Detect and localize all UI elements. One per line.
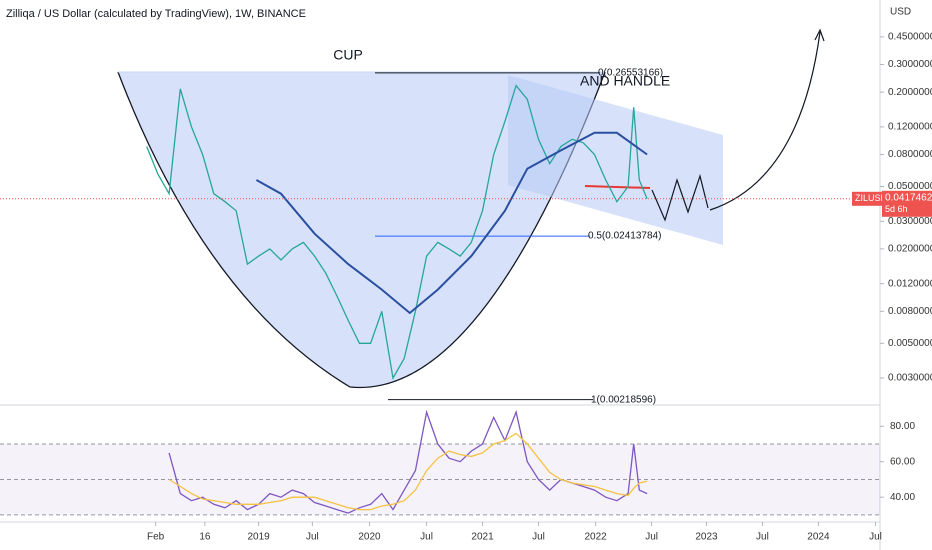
series-line xyxy=(146,84,648,381)
x-tick-label: 16 xyxy=(199,532,211,543)
x-tick-label: Jul xyxy=(869,532,882,543)
annotation: CUP xyxy=(333,47,363,63)
rsi-band xyxy=(0,444,880,515)
x-tick-label: 2023 xyxy=(695,532,718,543)
cup-outline xyxy=(117,71,606,389)
y-tick-label: 80.00 xyxy=(890,421,915,432)
axis-unit: USD xyxy=(890,7,911,18)
y-tick-label: 0.02000000 xyxy=(888,244,932,255)
countdown-label: 5d 6h xyxy=(885,204,908,214)
support-line xyxy=(584,185,651,189)
breakout-arrow xyxy=(709,31,821,211)
x-tick-label: 2021 xyxy=(471,532,494,543)
x-tick-label: 2022 xyxy=(584,532,607,543)
x-tick-label: Jul xyxy=(306,532,319,543)
y-tick-label: 60.00 xyxy=(890,456,915,467)
x-tick-label: 2020 xyxy=(358,532,381,543)
y-tick-label: 0.30000000 xyxy=(888,59,932,70)
x-tick-label: 2024 xyxy=(807,532,830,543)
fib-label: 1(0.00218596) xyxy=(591,394,656,405)
fib-label: 0(0.26553166) xyxy=(598,67,663,78)
price-label: 0.04174620 xyxy=(885,192,932,203)
y-tick-label: 40.00 xyxy=(890,492,915,503)
y-tick-label: 0.01200000 xyxy=(888,278,932,289)
x-tick-label: Jul xyxy=(420,532,433,543)
x-tick-label: Jul xyxy=(756,532,769,543)
arrow-head xyxy=(814,28,825,42)
y-tick-label: 0.08000000 xyxy=(888,149,932,160)
handle-channel xyxy=(508,75,723,245)
y-tick-label: 0.00800000 xyxy=(888,306,932,317)
x-tick-label: Feb xyxy=(147,532,165,543)
y-tick-label: 0.12000000 xyxy=(888,122,932,133)
series-line xyxy=(255,131,648,315)
annotation: AND HANDLE xyxy=(580,73,670,89)
chart-title: Zilliqa / US Dollar (calculated by Tradi… xyxy=(6,8,306,20)
y-tick-label: 0.00500000 xyxy=(888,338,932,349)
y-tick-label: 0.03000000 xyxy=(888,216,932,227)
series-line xyxy=(168,409,648,514)
y-tick-label: 0.00300000 xyxy=(888,373,932,384)
x-tick-label: Jul xyxy=(532,532,545,543)
y-tick-label: 0.45000000 xyxy=(888,32,932,43)
symbol-label: ZILUSD xyxy=(855,193,888,203)
y-tick-label: 0.20000000 xyxy=(888,87,932,98)
symbol-tag xyxy=(852,191,882,206)
price-tag xyxy=(882,190,932,217)
y-tick-label: 0.05000000 xyxy=(888,181,932,192)
fib-label: 0.5(0.02413784) xyxy=(588,231,661,242)
handle-projection xyxy=(651,173,709,222)
x-tick-label: Jul xyxy=(645,532,658,543)
x-tick-label: 2019 xyxy=(248,532,271,543)
series-line xyxy=(168,432,648,511)
